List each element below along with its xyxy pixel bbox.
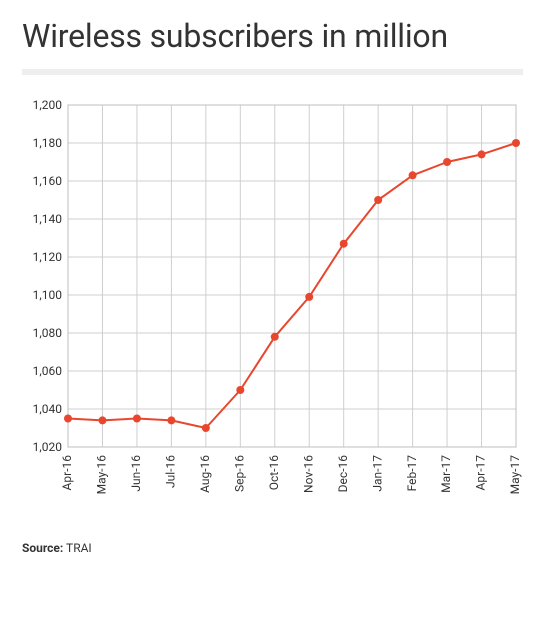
y-tick-label: 1,180 [33, 136, 63, 150]
y-tick-label: 1,120 [33, 250, 63, 264]
data-point [374, 196, 382, 204]
x-tick-label: Nov-16 [301, 455, 315, 493]
data-point [305, 293, 313, 301]
x-tick-label: Aug-16 [198, 455, 212, 493]
data-point [167, 416, 175, 424]
data-point [64, 414, 72, 422]
line-chart: 1,020 1,040 1,060 1,080 1,100 1,120 1,140 1,160… [22, 97, 522, 527]
x-tick-label: Apr-16 [60, 455, 74, 491]
y-tick-label: 1,060 [33, 364, 63, 378]
title-rule [22, 69, 523, 75]
x-tick-label: Sep-16 [232, 455, 246, 492]
x-tick-label: Jul-16 [164, 455, 178, 488]
x-tick-label: Jun-16 [129, 455, 143, 492]
y-tick-label: 1,200 [33, 98, 63, 112]
y-tick-label: 1,080 [33, 326, 63, 340]
y-tick-label: 1,020 [33, 440, 63, 454]
x-tick-label: May-16 [95, 455, 109, 495]
data-point [133, 414, 141, 422]
chart-svg: 1,020 1,040 1,060 1,080 1,100 1,120 1,140 1,160… [22, 97, 522, 527]
y-tick-label: 1,040 [33, 402, 63, 416]
data-point [478, 150, 486, 158]
x-tick-label: May-17 [508, 455, 522, 495]
data-point [512, 139, 520, 147]
data-point [340, 239, 348, 247]
chart-source: Source: TRAI [22, 541, 523, 555]
y-tick-label: 1,140 [33, 212, 63, 226]
x-tick-label: Mar-17 [439, 455, 453, 493]
chart-title: Wireless subscribers in million [22, 18, 523, 55]
source-label: Source: [22, 541, 63, 555]
x-tick-label: Oct-16 [267, 455, 281, 491]
data-point [443, 158, 451, 166]
data-point [236, 386, 244, 394]
x-tick-label: Dec-16 [336, 455, 350, 493]
x-tick-label: Apr-17 [474, 455, 488, 491]
x-tick-label: Jan-17 [370, 455, 384, 492]
data-point [98, 416, 106, 424]
x-tick-label: Feb-17 [405, 455, 419, 492]
y-tick-label: 1,160 [33, 174, 63, 188]
chart-card: Wireless subscribers in million 1,0201,0… [0, 0, 545, 629]
y-tick-label: 1,100 [33, 288, 63, 302]
data-point [271, 333, 279, 341]
source-value: TRAI [66, 541, 92, 555]
data-point [202, 424, 210, 432]
data-point [409, 171, 417, 179]
